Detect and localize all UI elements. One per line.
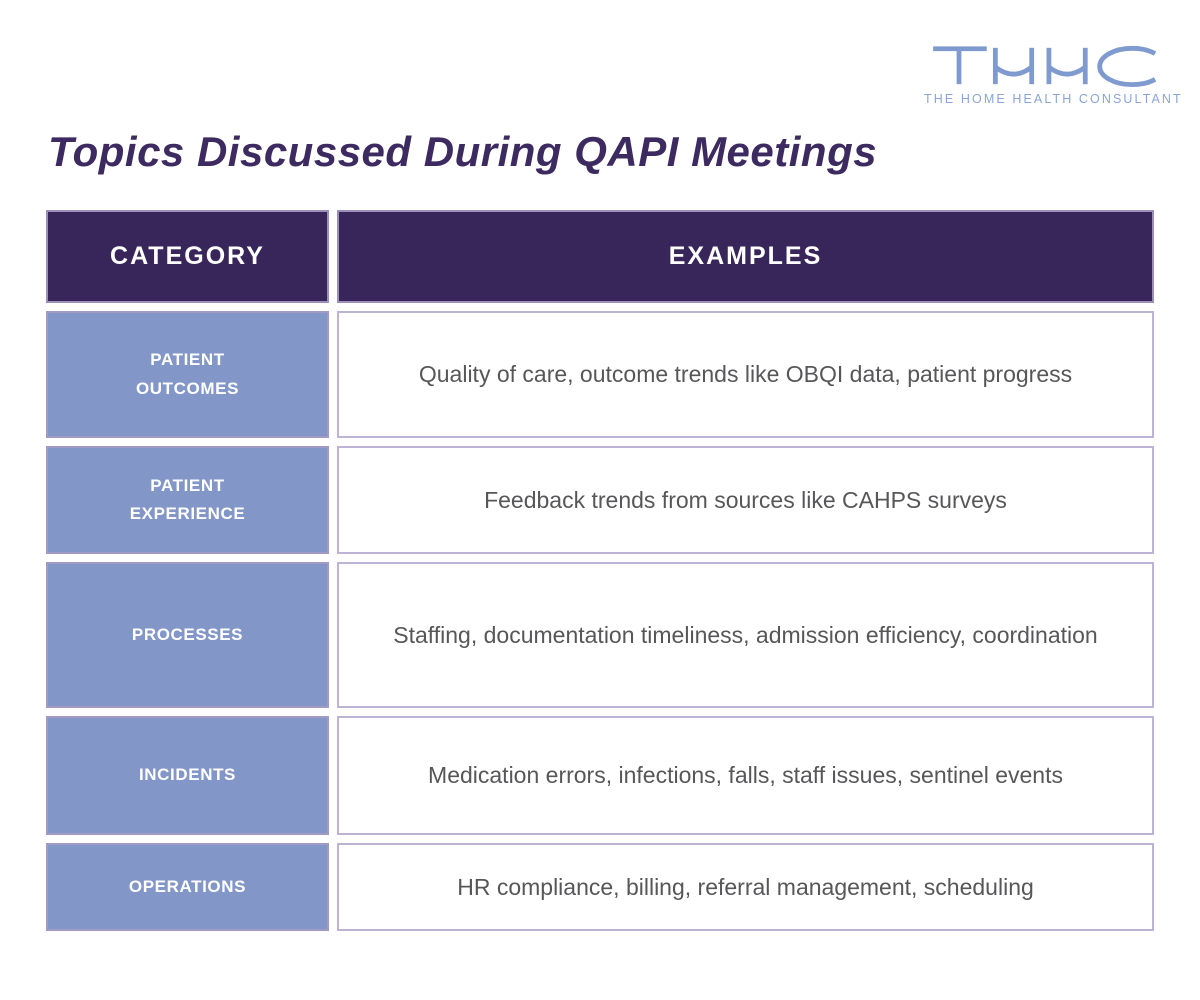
category-cell: OPERATIONS [46,843,329,931]
header-category-label: CATEGORY [110,242,265,270]
logo-tagline: THE HOME HEALTH CONSULTANT [924,92,1183,106]
examples-cell: Quality of care, outcome trends like OBQ… [337,311,1154,438]
examples-text: Feedback trends from sources like CAHPS … [484,486,1007,513]
header-examples-label: EXAMPLES [668,242,823,270]
examples-cell: Medication errors, infections, falls, st… [337,716,1154,835]
header-cell-category: CATEGORY [46,210,329,303]
thhc-logo-icon [933,45,1157,88]
thhc-logo: THE HOME HEALTH CONSULTANT [924,44,1183,106]
category-label: INCIDENTS [138,765,237,785]
examples-text: Staffing, documentation timeliness, admi… [393,621,1098,648]
topics-table: CATEGORY EXAMPLES PATIENT OUTCOMES Quali… [46,210,1154,931]
page-title: Topics Discussed During QAPI Meetings [48,128,878,175]
category-label: PATIENT OUTCOMES [135,350,240,398]
examples-text: HR compliance, billing, referral managem… [457,873,1034,900]
category-label: OPERATIONS [128,876,247,896]
category-cell: PATIENT OUTCOMES [46,311,329,438]
examples-text: Quality of care, outcome trends like OBQ… [418,361,1073,388]
header-cell-examples: EXAMPLES [337,210,1154,303]
category-label: PROCESSES [131,624,244,644]
examples-text: Medication errors, infections, falls, st… [428,762,1063,789]
examples-cell: Feedback trends from sources like CAHPS … [337,446,1154,554]
category-label: PATIENT EXPERIENCE [129,475,246,523]
category-cell: PROCESSES [46,562,329,708]
examples-cell: HR compliance, billing, referral managem… [337,843,1154,931]
category-cell: PATIENT EXPERIENCE [46,446,329,554]
examples-cell: Staffing, documentation timeliness, admi… [337,562,1154,708]
category-cell: INCIDENTS [46,716,329,835]
